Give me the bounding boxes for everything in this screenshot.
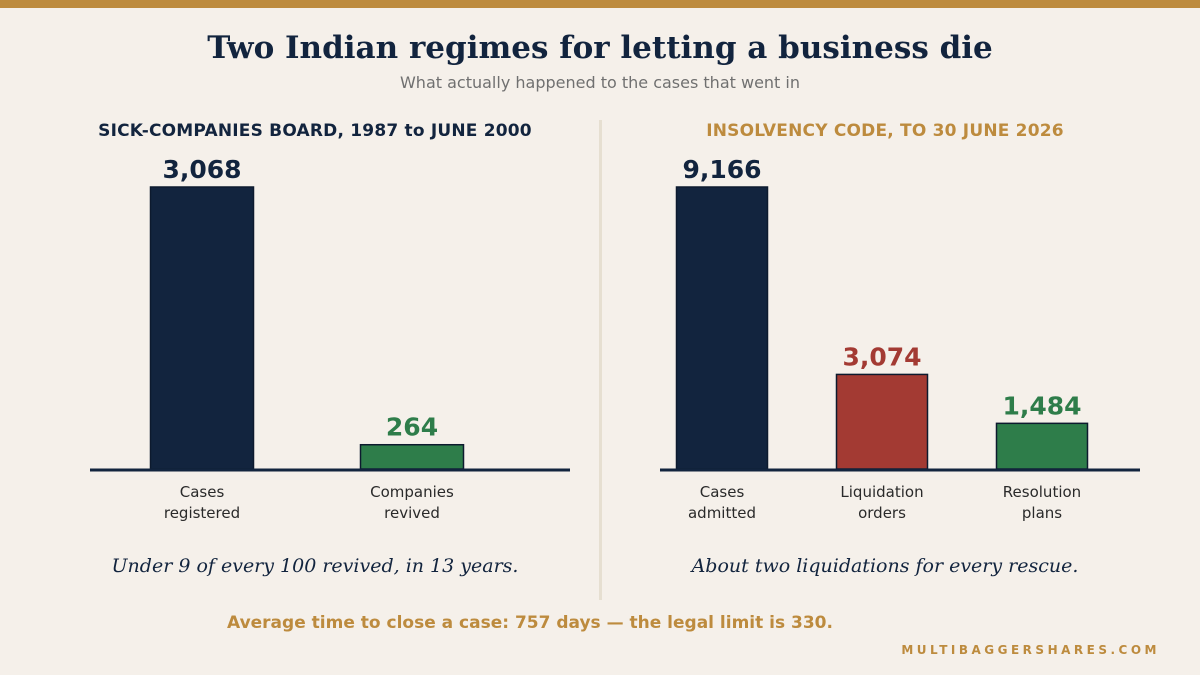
category-label-0-0-0: Cases — [180, 483, 225, 501]
bar-1-1 — [835, 373, 929, 470]
chart-title: Two Indian regimes for letting a busines… — [207, 30, 993, 66]
bar-1-2 — [995, 422, 1089, 470]
bar-1-0 — [675, 186, 769, 470]
category-label-1-2-0: Resolution — [1003, 483, 1081, 501]
panel-divider — [599, 120, 602, 600]
category-label-1-1-0: Liquidation — [840, 483, 923, 501]
bar-0-0 — [149, 186, 255, 470]
category-label-1-1-1: orders — [858, 504, 906, 522]
source-label: MULTIBAGGERSHARES.COM — [901, 643, 1160, 657]
value-label-1-1: 3,074 — [842, 342, 921, 371]
bar-0-1 — [359, 443, 465, 470]
right-caption: About two liquidations for every rescue. — [691, 555, 1079, 577]
category-label-0-1-1: revived — [384, 504, 440, 522]
value-label-0-0: 3,068 — [162, 155, 241, 184]
category-label-1-0-1: admitted — [688, 504, 756, 522]
chart-subtitle: What actually happened to the cases that… — [399, 73, 800, 92]
category-label-0-0-1: registered — [164, 504, 240, 522]
category-label-1-2-1: plans — [1022, 504, 1062, 522]
category-label-1-0-0: Cases — [700, 483, 745, 501]
value-label-1-0: 9,166 — [682, 155, 761, 184]
value-label-0-1: 264 — [386, 413, 438, 442]
value-label-1-2: 1,484 — [1002, 391, 1081, 420]
left-caption: Under 9 of every 100 revived, in 13 year… — [111, 555, 519, 577]
footer-note: Average time to close a case: 757 days —… — [227, 613, 833, 633]
left-panel-title: SICK-COMPANIES BOARD, 1987 to JUNE 2000 — [98, 121, 532, 141]
top-accent-bar — [0, 0, 1200, 8]
right-panel-title: INSOLVENCY CODE, TO 30 JUNE 2026 — [706, 121, 1064, 141]
category-label-0-1-0: Companies — [370, 483, 454, 501]
